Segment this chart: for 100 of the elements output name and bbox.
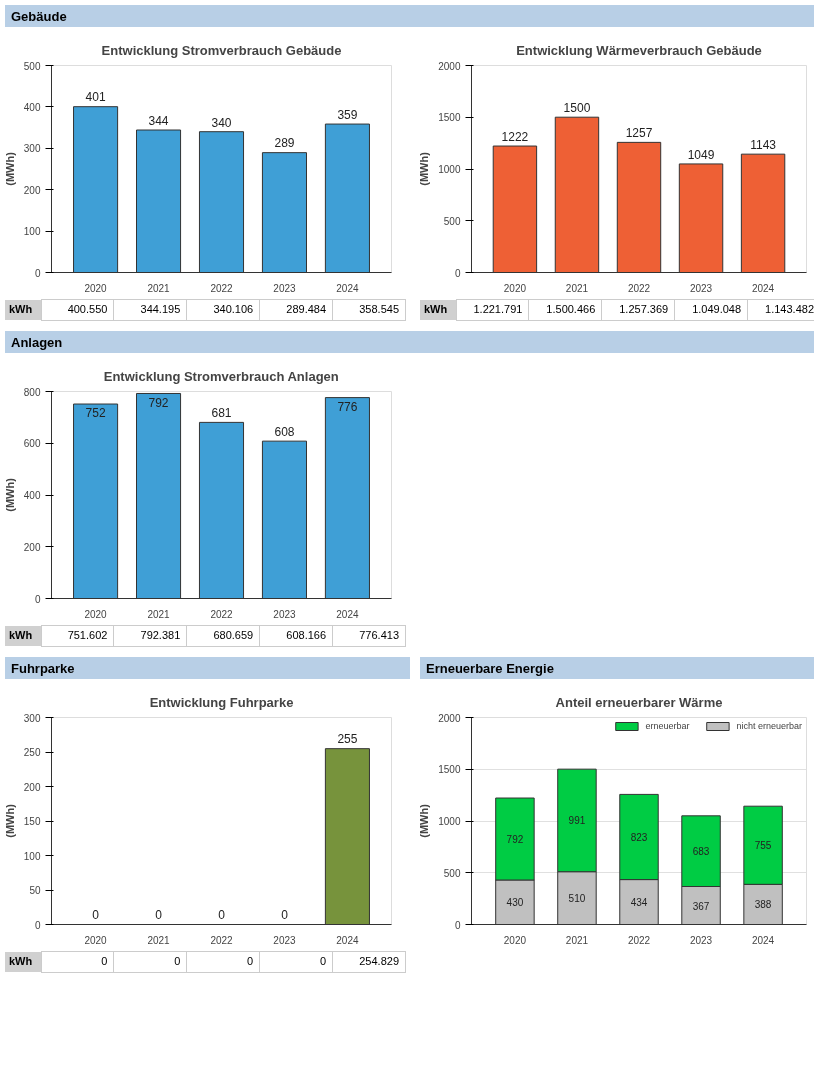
data-label: 1049 xyxy=(687,147,715,162)
text: 0 xyxy=(259,951,333,973)
x-tick-label: 2020 xyxy=(84,934,108,946)
text: kWh xyxy=(5,951,41,973)
x-tick-label: 2020 xyxy=(503,934,527,946)
x-tick-label: 2021 xyxy=(147,608,171,620)
text: 776.413 xyxy=(332,625,406,647)
y-tick-label: 1000 xyxy=(438,164,461,175)
y-tick-label: 100 xyxy=(23,850,41,862)
x-tick-label: 2024 xyxy=(336,282,359,294)
y-tick-label: 200 xyxy=(23,541,41,553)
y-tick-label: 800 xyxy=(23,386,41,398)
text: 1.500.466 xyxy=(528,299,602,321)
chart-title: Entwicklung Stromverbrauch Gebäude xyxy=(101,42,342,58)
x-tick-label: 2020 xyxy=(84,282,108,294)
x-tick-label: 2023 xyxy=(273,282,297,294)
y-tick-label: 1500 xyxy=(438,764,461,776)
y-axis-title: (MWh) xyxy=(418,151,431,186)
legend-label: nicht erneuerbar xyxy=(736,721,802,731)
data-label: 367 xyxy=(692,900,710,912)
text: 0 xyxy=(113,951,187,973)
legend-label: erneuerbar xyxy=(645,721,690,731)
y-axis-title: (MWh) xyxy=(3,477,16,512)
data-label: 792 xyxy=(148,395,169,410)
text: 751.602 xyxy=(41,625,114,647)
data-label: 991 xyxy=(568,815,586,827)
x-tick-label: 2024 xyxy=(751,934,775,946)
x-tick-label: 2024 xyxy=(336,608,359,620)
y-tick-label: 0 xyxy=(34,919,41,931)
data-label: 683 xyxy=(692,846,710,858)
text: 0 xyxy=(186,951,260,973)
text: 1.257.369 xyxy=(601,299,675,321)
chart-title: Anteil erneuerbarer Wärme xyxy=(555,694,723,710)
x-tick-label: 2022 xyxy=(210,282,234,294)
data-label: 359 xyxy=(337,107,358,122)
x-tick-label: 2022 xyxy=(210,608,234,620)
y-tick-label: 0 xyxy=(34,267,41,279)
text: 254.829 xyxy=(332,951,406,973)
y-tick-label: 1000 xyxy=(438,816,461,827)
x-tick-label: 2020 xyxy=(84,608,108,620)
x-tick-label: 2021 xyxy=(565,934,589,946)
data-label: 0 xyxy=(155,908,163,923)
x-tick-label: 2021 xyxy=(147,934,171,946)
text: Gebäude xyxy=(11,8,67,26)
data-label: 1222 xyxy=(501,129,529,144)
y-tick-label: 150 xyxy=(23,816,41,827)
x-tick-label: 2023 xyxy=(273,934,297,946)
y-tick-label: 2000 xyxy=(438,60,461,72)
y-tick-label: 200 xyxy=(23,184,41,196)
x-tick-label: 2023 xyxy=(689,282,713,294)
y-tick-label: 600 xyxy=(23,438,41,450)
data-label: 434 xyxy=(630,897,648,909)
y-axis-title: (MWh) xyxy=(418,803,431,838)
data-label: 0 xyxy=(92,908,100,923)
y-tick-label: 300 xyxy=(23,712,41,724)
data-label: 1257 xyxy=(625,126,653,141)
text: 289.484 xyxy=(259,299,333,321)
text: Anlagen xyxy=(11,334,63,352)
y-tick-label: 100 xyxy=(23,226,41,238)
text: 1.221.791 xyxy=(456,299,529,321)
text: 358.545 xyxy=(332,299,406,321)
chart-title: Entwicklung Wärmeverbrauch Gebäude xyxy=(516,42,762,58)
data-label: 401 xyxy=(85,90,106,105)
text: 1.143.482 xyxy=(747,299,814,321)
data-label: 1143 xyxy=(750,137,777,152)
y-tick-label: 500 xyxy=(443,215,461,227)
y-axis-title: (MWh) xyxy=(3,803,16,838)
text: kWh xyxy=(5,625,41,647)
data-label: 510 xyxy=(568,893,586,905)
y-tick-label: 1500 xyxy=(438,112,461,124)
data-label: 681 xyxy=(211,406,232,421)
x-tick-label: 2021 xyxy=(147,282,171,294)
text: Fuhrparke xyxy=(11,660,75,678)
y-tick-label: 400 xyxy=(23,490,41,501)
x-tick-label: 2023 xyxy=(273,608,297,620)
text: 400.550 xyxy=(41,299,114,321)
data-label: 0 xyxy=(218,908,226,923)
y-tick-label: 400 xyxy=(23,101,41,113)
text: kWh xyxy=(420,299,456,321)
y-tick-label: 50 xyxy=(29,885,41,896)
data-label: 289 xyxy=(274,136,295,151)
text: 344.195 xyxy=(113,299,187,321)
x-tick-label: 2022 xyxy=(210,934,234,946)
data-label: 776 xyxy=(337,399,358,414)
data-label: 755 xyxy=(754,840,772,852)
y-tick-label: 300 xyxy=(23,143,41,155)
text: 1.049.048 xyxy=(674,299,748,321)
text: Erneuerbare Energie xyxy=(426,660,554,678)
y-tick-label: 0 xyxy=(454,267,461,279)
data-label: 792 xyxy=(506,834,524,846)
text: kWh xyxy=(5,299,41,321)
text: 608.166 xyxy=(259,625,333,647)
chart-title: Entwicklung Fuhrparke xyxy=(149,694,294,710)
x-tick-label: 2022 xyxy=(627,282,651,294)
data-label: 255 xyxy=(337,732,358,747)
data-label: 1500 xyxy=(563,101,591,116)
x-tick-label: 2022 xyxy=(627,934,651,946)
y-tick-label: 500 xyxy=(443,867,461,879)
x-tick-label: 2021 xyxy=(565,282,589,294)
data-label: 430 xyxy=(506,897,524,909)
